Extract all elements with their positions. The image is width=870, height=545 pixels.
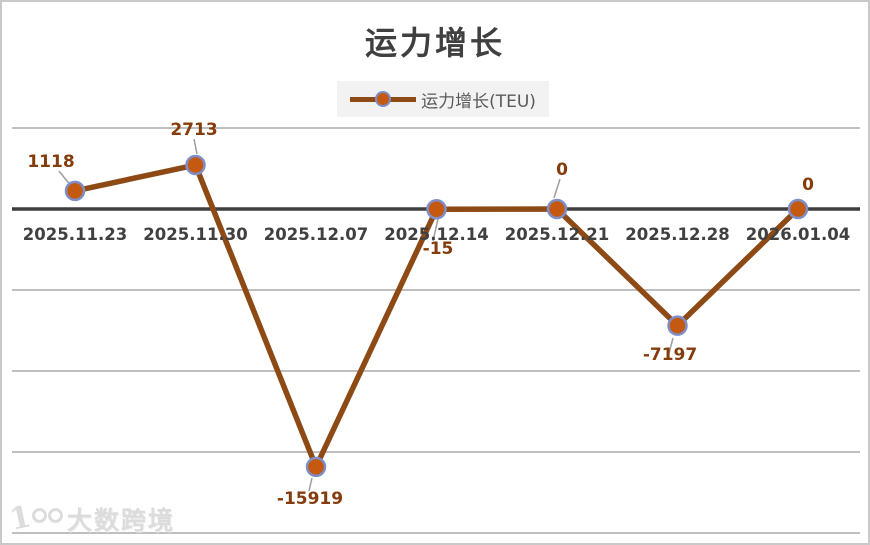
data-label: -15 (423, 239, 454, 259)
data-point-marker (305, 456, 327, 478)
data-point-marker (185, 154, 206, 176)
data-point-marker (546, 198, 568, 220)
data-label-leader-line (193, 138, 198, 155)
legend-line-swatch-icon (350, 91, 417, 107)
legend: 运力增长(TEU) (337, 81, 549, 117)
data-label: -15919 (277, 489, 343, 509)
data-label-leader-line (668, 337, 674, 354)
data-label: 0 (802, 175, 814, 195)
watermark-logo-icon: 1 (6, 499, 63, 538)
x-axis-label: 2025.11.23 (23, 225, 127, 244)
legend-label: 运力增长(TEU) (421, 91, 536, 112)
legend-marker-icon (375, 91, 392, 107)
x-axis-label: 2025.11.30 (143, 225, 247, 244)
data-point-marker (787, 198, 809, 220)
watermark-text: 大数跨境 (66, 506, 175, 535)
x-axis-label: 2025.12.07 (264, 225, 368, 244)
x-axis-label: 2025.12.21 (505, 225, 609, 244)
chart-title: 运力增长 (364, 24, 505, 62)
data-label: 0 (556, 160, 568, 180)
data-label: -7197 (643, 345, 697, 365)
data-point-marker (426, 198, 447, 220)
x-axis-label: 2025.12.28 (625, 225, 729, 244)
data-point-marker (64, 180, 86, 202)
data-label-leader-line (432, 218, 439, 242)
x-axis-label: 2025.12.14 (384, 225, 488, 244)
x-axis-label: 2026.01.04 (746, 225, 850, 244)
data-label: 1118 (27, 152, 74, 172)
data-label-leader-line (308, 477, 313, 492)
watermark: 1 大数跨境 (6, 499, 175, 538)
data-label-leader-line (553, 178, 561, 199)
data-point-marker (667, 315, 688, 336)
data-label: 2713 (170, 120, 217, 140)
